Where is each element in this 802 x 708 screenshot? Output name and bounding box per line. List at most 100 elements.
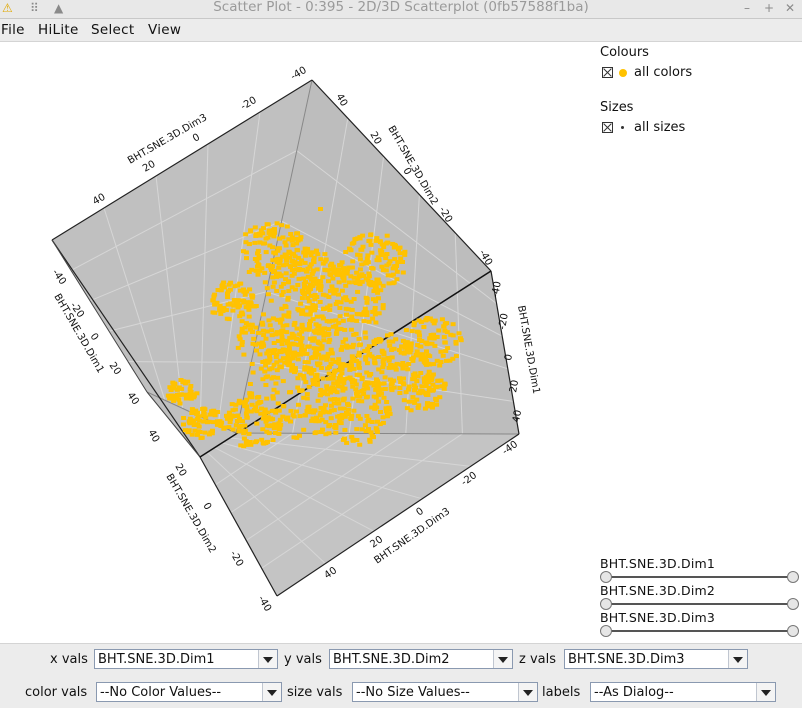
chevron-down-icon[interactable] (728, 650, 747, 668)
chevron-down-icon[interactable] (518, 683, 537, 701)
labels-select[interactable]: --As Dialog-- (590, 682, 776, 702)
scatter-plot-3d[interactable]: 40200-20-4040200-20-40-40-2002040-40-200… (0, 42, 595, 642)
data-point-948 (444, 358, 449, 363)
data-point-1220 (192, 428, 198, 433)
range-slider-dim3[interactable] (600, 625, 799, 637)
data-point-1317 (416, 403, 422, 408)
data-point-1003 (239, 343, 245, 348)
data-point-333 (330, 276, 336, 281)
data-point-1218 (201, 419, 207, 424)
data-point-1512 (363, 355, 369, 360)
data-point-658 (313, 430, 319, 435)
minimize-icon[interactable]: – (744, 1, 750, 15)
range-slider-dim1[interactable] (600, 571, 799, 583)
data-point-910 (408, 344, 414, 349)
data-point-936 (421, 325, 427, 329)
colours-item[interactable]: all colors (602, 65, 692, 80)
sizes-heading: Sizes (600, 100, 634, 115)
data-point-726 (309, 418, 315, 423)
tick-label-dim3: 40 (322, 565, 339, 581)
x-vals-select[interactable]: BHT.SNE.3D.Dim1 (94, 649, 278, 669)
data-point-812 (328, 403, 334, 408)
data-point-834 (356, 398, 362, 403)
collapse-icon[interactable]: ▲ (54, 1, 64, 15)
maximize-icon[interactable]: + (764, 1, 775, 15)
data-point-1403 (338, 326, 344, 331)
range-slider-dim2[interactable] (600, 598, 799, 610)
data-point-416 (217, 303, 223, 308)
data-point-430 (237, 314, 243, 319)
data-point-138 (274, 289, 280, 293)
data-point-1439 (291, 350, 297, 355)
close-icon[interactable]: ✕ (785, 1, 796, 15)
y-vals-value: BHT.SNE.3D.Dim2 (333, 652, 450, 667)
data-point-1504 (397, 376, 402, 381)
data-point-441 (235, 300, 241, 305)
slider-min-handle[interactable] (600, 625, 612, 637)
data-point-870 (371, 383, 377, 388)
data-point-93 (270, 232, 276, 237)
slider-min-handle[interactable] (600, 598, 612, 610)
data-point-383 (361, 310, 367, 315)
data-point-1587 (368, 372, 374, 376)
chevron-down-icon[interactable] (493, 650, 512, 668)
checkbox-icon[interactable] (602, 122, 613, 133)
data-point-386 (217, 308, 223, 313)
chevron-down-icon[interactable] (756, 683, 775, 701)
tick-label-dim3: 20 (368, 534, 385, 550)
menu-file[interactable]: File (1, 22, 25, 38)
menu-hilite[interactable]: HiLite (38, 22, 79, 38)
data-point-944 (432, 343, 438, 348)
checkbox-icon[interactable] (602, 67, 613, 78)
data-point-1476 (340, 339, 346, 344)
data-point-116 (314, 248, 319, 253)
data-point-506 (369, 250, 375, 255)
color-vals-select[interactable]: --No Color Values-- (96, 682, 282, 702)
data-point-1257 (177, 401, 183, 406)
data-point-101 (294, 236, 300, 241)
data-point-869 (364, 414, 370, 418)
sizes-item[interactable]: all sizes (602, 120, 685, 135)
data-point-398 (221, 306, 227, 310)
data-point-688 (340, 362, 346, 367)
data-point-1264 (167, 385, 173, 390)
data-point-1342 (406, 384, 412, 389)
data-point-1222 (196, 429, 201, 434)
data-point-1423 (306, 327, 312, 332)
data-point-216 (268, 298, 274, 303)
data-point-522 (346, 280, 352, 285)
data-point-1228 (214, 419, 220, 424)
data-point-951 (441, 324, 447, 329)
slider-min-handle[interactable] (600, 571, 612, 583)
slider-max-handle[interactable] (787, 571, 799, 583)
grip-icon[interactable]: ⠿ (30, 1, 39, 15)
data-point-423 (228, 280, 234, 285)
y-vals-select[interactable]: BHT.SNE.3D.Dim2 (329, 649, 513, 669)
data-point-224 (278, 284, 284, 289)
data-point-295 (312, 308, 318, 313)
data-point-555 (378, 250, 384, 255)
menu-select[interactable]: Select (91, 22, 135, 38)
z-vals-select[interactable]: BHT.SNE.3D.Dim3 (564, 649, 748, 669)
chevron-down-icon[interactable] (258, 650, 277, 668)
data-point-967 (438, 360, 444, 364)
data-point-539 (341, 275, 347, 280)
data-point-592 (275, 401, 281, 406)
data-point-813 (367, 437, 373, 442)
slider-max-handle[interactable] (787, 598, 799, 610)
chevron-down-icon[interactable] (262, 683, 281, 701)
data-point-304 (307, 312, 313, 317)
slider-max-handle[interactable] (787, 625, 799, 637)
data-point-1606 (388, 332, 394, 337)
data-point-767 (380, 420, 386, 425)
data-point-380 (376, 311, 382, 316)
data-point-1556 (386, 339, 392, 344)
data-point-842 (375, 419, 380, 424)
size-vals-select[interactable]: --No Size Values-- (352, 682, 538, 702)
data-point-1583 (393, 367, 399, 372)
data-point-1214 (185, 430, 191, 435)
menu-view[interactable]: View (148, 22, 182, 38)
data-point-826 (376, 392, 382, 397)
data-point-1070 (281, 313, 287, 318)
data-point-1526 (380, 365, 386, 370)
